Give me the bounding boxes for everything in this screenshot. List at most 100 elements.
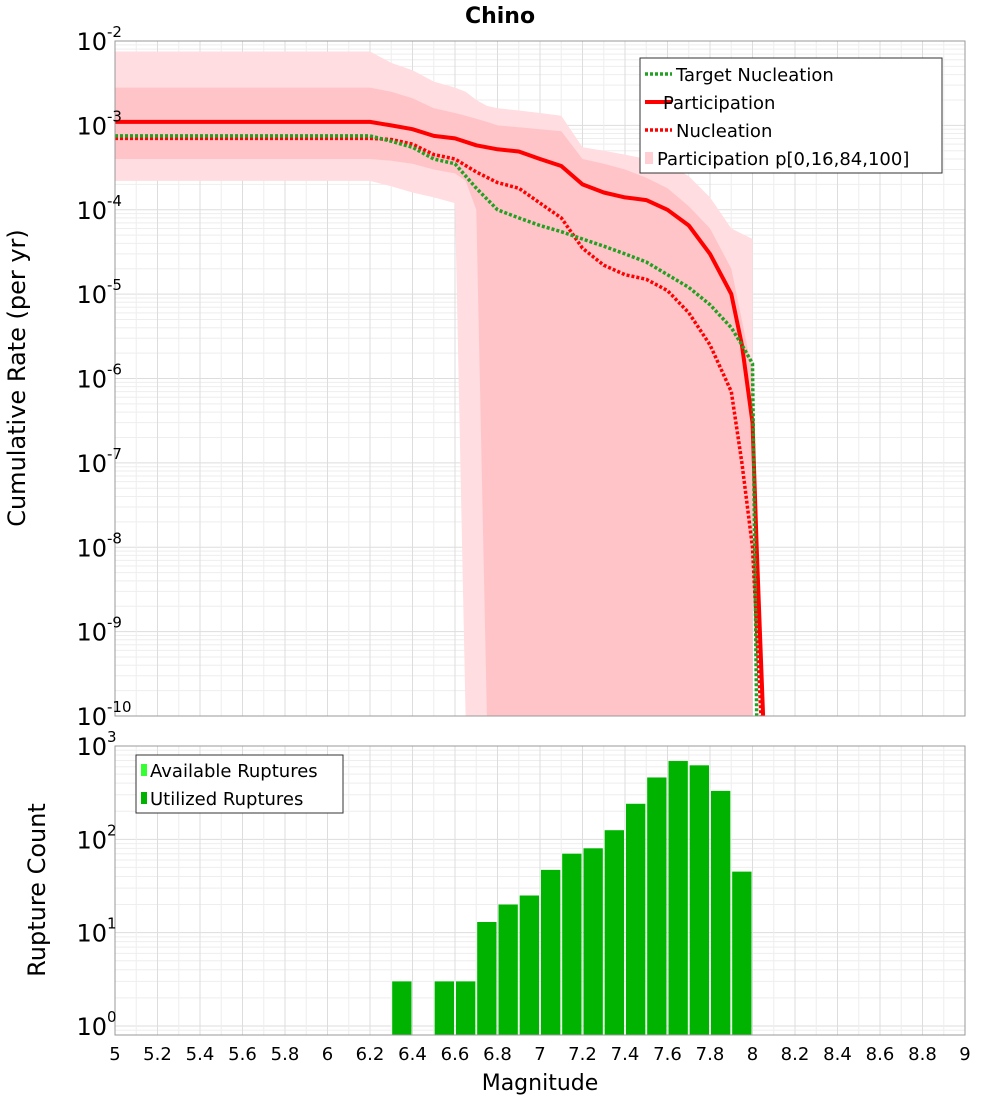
rate-y-tick-8: 10 -10	[76, 698, 131, 731]
x-tick-label: 8	[747, 1044, 758, 1065]
rate-plot-frame	[114, 40, 966, 717]
y-tick-exponent: -6	[107, 361, 122, 379]
rate-y-tick-6: 10 -8	[76, 529, 122, 562]
y-tick-exponent: 0	[107, 1008, 117, 1026]
utilized-rupture-bar	[562, 853, 582, 1035]
y-tick-base: 10	[76, 450, 107, 478]
y-tick-base: 10	[76, 826, 107, 854]
series-line-target-nucleation	[115, 134, 759, 717]
x-tick-label: 6.6	[441, 1044, 470, 1065]
y-tick-exponent: -5	[107, 276, 122, 294]
y-tick-base: 10	[76, 197, 107, 225]
x-tick-label: 8.4	[823, 1044, 852, 1065]
rate-y-tick-4: 10 -6	[76, 361, 122, 394]
x-tick-label: 5.2	[143, 1044, 172, 1065]
x-tick-label: 8.2	[781, 1044, 810, 1065]
chart-title: Chino	[465, 4, 535, 29]
x-tick-label: 7.2	[568, 1044, 597, 1065]
y-tick-base: 10	[76, 366, 107, 394]
count-y-tick-1: 10 2	[76, 821, 116, 854]
legend-swatch-participation-p-0-16-84-100-	[645, 152, 653, 164]
y-tick-base: 10	[76, 281, 107, 309]
rate-y-tick-3: 10 -5	[76, 276, 122, 309]
x-tick-label: 8.6	[866, 1044, 895, 1065]
legend-label-participation: Participation	[663, 93, 775, 114]
rate-y-tick-7: 10 -9	[76, 614, 122, 647]
band-p16-p84	[115, 87, 753, 717]
y-tick-exponent: 2	[107, 821, 117, 839]
x-tick-label: 5.8	[271, 1044, 300, 1065]
magnitude-x-axis-label: Magnitude	[482, 1071, 599, 1096]
count-y-axis-label: Rupture Count	[23, 803, 51, 977]
y-tick-base: 10	[76, 534, 107, 562]
count-gridlines	[114, 746, 966, 1036]
count-y-tick-0: 10 3	[76, 728, 116, 761]
y-tick-base: 10	[76, 619, 107, 647]
participation-bands	[115, 51, 753, 717]
x-tick-label: 5.6	[228, 1044, 257, 1065]
rate-legend-box	[639, 57, 943, 174]
rupture-bars	[392, 761, 752, 1035]
y-tick-base: 10	[76, 920, 107, 948]
y-tick-exponent: -10	[107, 698, 132, 716]
y-tick-base: 10	[76, 703, 107, 731]
x-tick-label: 6	[322, 1044, 333, 1065]
y-tick-base: 10	[76, 1013, 107, 1041]
count-legend: Available Ruptures Utilized Ruptures	[135, 754, 344, 814]
legend-label-participation-p-0-16-84-100-: Participation p[0,16,84,100]	[657, 149, 909, 170]
x-tick-label: 7.4	[611, 1044, 640, 1065]
legend-label-target-nucleation: Target Nucleation	[675, 65, 834, 86]
x-tick-label: 7.8	[696, 1044, 725, 1065]
x-tick-label: 6.2	[356, 1044, 385, 1065]
y-tick-exponent: -4	[107, 192, 122, 210]
x-tick-label: 5.4	[186, 1044, 215, 1065]
x-tick-label: 7.6	[653, 1044, 682, 1065]
count-legend-box	[135, 754, 344, 814]
y-tick-exponent: -2	[107, 23, 122, 41]
utilized-rupture-bar	[732, 871, 752, 1035]
magnitude-x-tick-labels: 5 5.2 5.4 5.6 5.8 6 6.2 6.4 6.6 6.8 7 7.2 7.4 7.6 7.8 8…	[109, 1044, 970, 1065]
rate-y-axis-label: Cumulative Rate (per yr)	[3, 229, 31, 527]
y-tick-exponent: -8	[107, 529, 122, 547]
x-tick-label: 6.4	[398, 1044, 427, 1065]
utilized-rupture-bar	[711, 790, 731, 1035]
y-tick-base: 10	[76, 733, 107, 761]
rate-series-lines	[115, 119, 766, 717]
utilized-rupture-bar	[477, 922, 497, 1035]
utilized-rupture-bar	[689, 765, 709, 1035]
legend-swatch-utilized-ruptures	[141, 792, 147, 804]
rate-y-tick-1: 10 -3	[76, 107, 122, 140]
count-y-tick-2: 10 1	[76, 915, 116, 948]
utilized-rupture-bar	[541, 869, 561, 1035]
legend-label-utilized-ruptures: Utilized Ruptures	[150, 789, 303, 810]
utilized-rupture-bar	[583, 848, 603, 1035]
rate-panel: 10-210-310-410-510-610-710-810-910-10 Cu…	[3, 23, 966, 731]
rate-y-tick-0: 10 -2	[76, 23, 122, 56]
utilized-rupture-bar	[392, 981, 412, 1035]
x-tick-label: 6.8	[483, 1044, 512, 1065]
y-tick-base: 10	[76, 28, 107, 56]
x-tick-label: 8.8	[908, 1044, 937, 1065]
rate-legend: Target Nucleation Participation Nucleation…	[639, 57, 943, 174]
count-plot-frame	[114, 745, 966, 1036]
rate-y-tick-labels: 10-210-310-410-510-610-710-810-910-10	[76, 23, 131, 731]
utilized-rupture-bar	[604, 830, 624, 1035]
legend-label-available-ruptures: Available Ruptures	[150, 761, 318, 782]
y-tick-exponent: 3	[107, 728, 117, 746]
rate-y-tick-5: 10 -7	[76, 445, 122, 478]
utilized-rupture-bar	[498, 904, 518, 1035]
x-tick-label: 9	[959, 1044, 970, 1065]
count-y-tick-3: 10 0	[76, 1008, 116, 1041]
utilized-rupture-bar	[668, 761, 688, 1035]
utilized-rupture-bar	[647, 777, 667, 1035]
utilized-rupture-bar	[519, 895, 539, 1035]
utilized-rupture-bar	[434, 981, 454, 1035]
rate-y-tick-2: 10 -4	[76, 192, 122, 225]
y-tick-exponent: 1	[107, 915, 117, 933]
utilized-rupture-bar	[456, 981, 476, 1035]
x-tick-label: 7	[534, 1044, 545, 1065]
utilized-rupture-bar	[626, 803, 646, 1035]
